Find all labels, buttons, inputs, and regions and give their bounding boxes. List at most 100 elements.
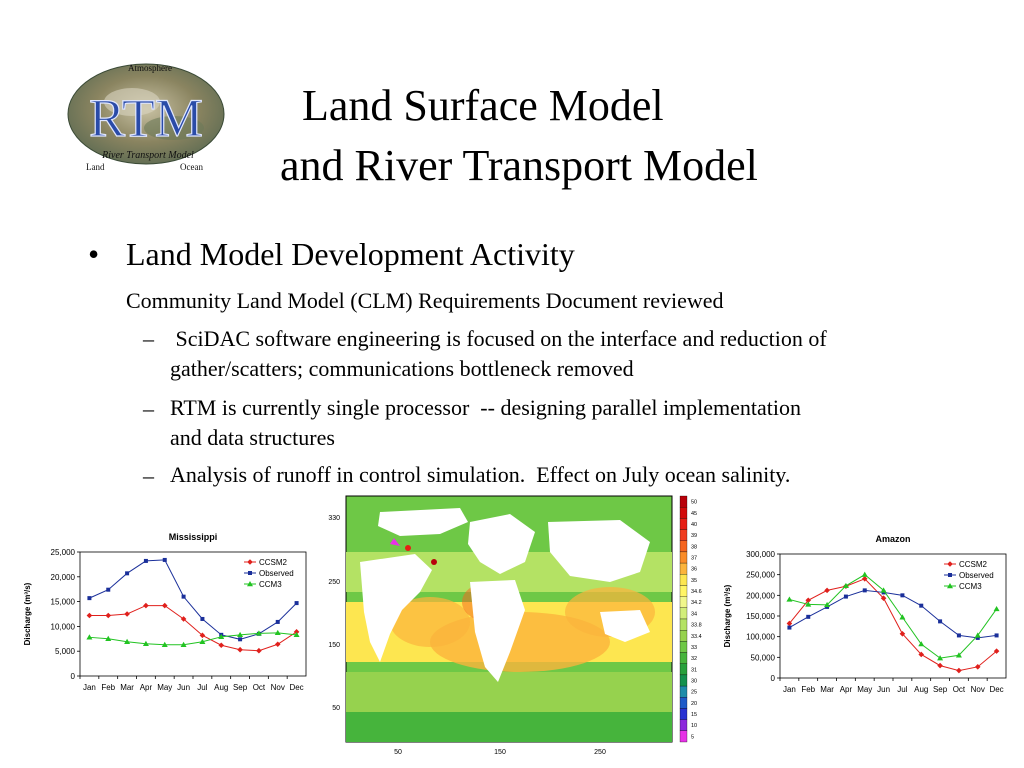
logo-left-text: Land: [86, 162, 105, 172]
data-point: [142, 640, 149, 646]
y-tick-label: 20,000: [51, 573, 76, 582]
data-point: [937, 662, 943, 669]
data-point: [238, 637, 243, 642]
x-tick-label: Jan: [783, 685, 796, 694]
mississippi-chart: Mississippi 0 5,000 10,000 15,000 20,000 25,00…: [23, 532, 307, 692]
sub-item-1-line-2: gather/scatters; communications bottlene…: [170, 356, 634, 381]
sub-item-3-line-1: Analysis of runoff in control simulation…: [170, 462, 791, 487]
data-point: [162, 557, 167, 562]
legend-label: CCM3: [259, 580, 282, 589]
data-point: [105, 612, 112, 619]
y-tick-label: 250,000: [746, 571, 775, 580]
sub-item-1: SciDAC software engineering is focused o…: [170, 324, 827, 384]
dash-marker: –: [143, 396, 154, 421]
data-point: [237, 646, 243, 653]
y-tick-label: 15,000: [51, 598, 76, 607]
data-point: [180, 616, 187, 622]
map-colorbar: 50 45 40 39 38 37 36 35 34.6 34.2 34 33.8 33.4 33 32 31…: [679, 495, 702, 743]
colorbar-label: 34.6: [691, 589, 702, 595]
y-tick-label: 300,000: [746, 550, 775, 559]
colorbar-swatch: [679, 719, 688, 731]
colorbar-label: 38: [691, 544, 697, 550]
data-point: [274, 629, 281, 636]
series-line-observed: [89, 559, 297, 640]
data-point: [293, 631, 300, 638]
data-point: [294, 601, 299, 606]
y-axis-label: Discharge (m³/s): [23, 582, 32, 645]
sub-item-3: Analysis of runoff in control simulation…: [170, 460, 790, 490]
colorbar-label: 35: [691, 578, 697, 584]
y-tick-label: 0: [71, 672, 76, 681]
data-point: [938, 619, 943, 624]
series-line-ccsm2: [89, 605, 297, 652]
data-point: [805, 601, 812, 607]
data-point: [125, 571, 130, 576]
data-point: [918, 651, 925, 658]
sub-item-2-line-2: and data structures: [170, 425, 335, 450]
legend-marker: [247, 559, 253, 565]
colorbar-label: 39: [691, 533, 697, 539]
y-tick-label: 150,000: [746, 612, 775, 621]
data-point: [218, 642, 225, 649]
data-point: [993, 648, 1000, 654]
x-tick-label: May: [857, 685, 872, 694]
colorbar-label: 31: [691, 667, 697, 673]
logo-top-text: Atmosphere: [128, 63, 172, 73]
map-ytick: 250: [328, 579, 340, 586]
bullet-marker: •: [88, 236, 100, 272]
colorbar-label: 50: [691, 500, 697, 506]
data-point: [161, 641, 168, 647]
x-tick-label: Oct: [953, 685, 966, 694]
data-point: [181, 594, 186, 599]
colorbar-label: 10: [691, 723, 697, 729]
data-point: [993, 605, 1000, 612]
data-point: [806, 614, 811, 619]
legend-label: CCSM2: [959, 560, 988, 569]
chart-title: Amazon: [875, 534, 910, 544]
data-point: [105, 635, 112, 641]
data-point: [842, 582, 849, 589]
x-tick-label: Sep: [933, 685, 948, 694]
data-point: [956, 633, 961, 638]
map-xtick: 150: [494, 749, 506, 756]
legend-label: Observed: [259, 569, 294, 578]
bullet-subheading: Community Land Model (CLM) Requirements …: [126, 288, 724, 313]
data-point: [861, 571, 868, 577]
data-point: [880, 595, 887, 602]
x-tick-label: Dec: [989, 685, 1003, 694]
data-point: [974, 664, 981, 670]
colorbar-label: 30: [691, 679, 697, 685]
colorbar-swatch: [679, 630, 688, 642]
data-point: [899, 630, 906, 637]
colorbar-swatch: [679, 641, 688, 653]
data-point: [143, 558, 148, 563]
x-tick-label: Nov: [271, 683, 285, 692]
colorbar-swatch: [679, 518, 688, 530]
colorbar-label: 36: [691, 567, 697, 573]
data-point: [919, 603, 924, 608]
colorbar-swatch: [679, 574, 688, 586]
data-point: [124, 611, 130, 617]
title-line-2: and River Transport Model: [280, 141, 758, 190]
sub-item-2: RTM is currently single processor -- des…: [170, 393, 801, 453]
series-line-ccm3: [789, 574, 997, 659]
legend-label: CCSM2: [259, 558, 288, 567]
colorbar-label: 25: [691, 690, 697, 696]
data-point: [106, 587, 111, 592]
x-tick-label: Dec: [289, 683, 303, 692]
logo-right-text: Ocean: [180, 162, 203, 172]
x-tick-label: Aug: [214, 683, 228, 692]
y-tick-label: 10,000: [51, 622, 76, 631]
data-point: [861, 576, 868, 582]
colorbar-swatch: [679, 540, 688, 553]
ocean-salinity-map: 330 250 150 50 50 150 250 50 45 40 39 38 37 36…: [328, 495, 702, 756]
data-point: [200, 616, 205, 621]
x-tick-label: Apr: [140, 683, 153, 692]
y-tick-label: 200,000: [746, 591, 775, 600]
dash-marker: –: [143, 326, 154, 351]
rtm-logo: RTM Atmosphere River Transport Model Lan…: [62, 58, 230, 180]
map-ytick: 50: [332, 705, 340, 712]
colorbar-label: 34: [691, 611, 697, 617]
colorbar-label: 33.4: [691, 634, 702, 640]
